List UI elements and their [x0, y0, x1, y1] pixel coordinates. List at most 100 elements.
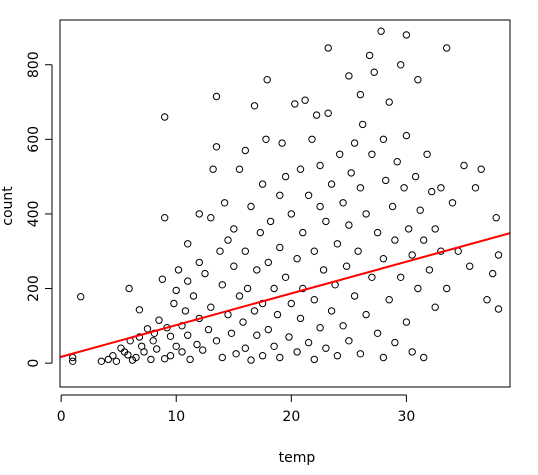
data-point: [281, 273, 290, 281]
x-axis-label: temp: [279, 450, 316, 466]
data-point: [402, 31, 411, 39]
data-point: [124, 351, 132, 359]
data-points: [69, 27, 503, 365]
data-point: [342, 262, 351, 270]
data-point: [414, 76, 422, 84]
data-point: [408, 348, 416, 356]
x-tick-label: 30: [398, 409, 416, 425]
data-point: [425, 266, 434, 274]
data-point: [212, 92, 221, 101]
data-point: [345, 337, 353, 345]
data-point: [377, 27, 385, 35]
data-point: [324, 44, 332, 52]
data-point: [443, 284, 451, 293]
x-axis: 0 10 20 30: [57, 394, 416, 425]
data-point: [350, 139, 359, 147]
data-point: [287, 210, 295, 218]
data-point: [276, 191, 284, 200]
data-point: [281, 172, 290, 181]
data-point: [291, 100, 299, 108]
data-point: [414, 284, 422, 293]
data-point: [336, 150, 344, 159]
data-point: [199, 346, 207, 354]
data-point: [232, 350, 240, 358]
data-point: [373, 329, 382, 337]
data-point: [345, 221, 353, 229]
data-point: [492, 214, 500, 222]
data-point: [400, 184, 408, 192]
data-point: [184, 277, 192, 285]
data-point: [285, 333, 293, 341]
data-point: [393, 158, 401, 166]
data-point: [250, 307, 259, 315]
data-point: [153, 345, 161, 353]
data-point: [420, 353, 428, 362]
data-point: [316, 202, 324, 211]
data-point: [172, 286, 180, 295]
x-tick-label: 20: [282, 409, 300, 425]
x-tick-label: 0: [57, 409, 66, 425]
data-point: [195, 210, 204, 218]
data-point: [362, 310, 370, 319]
data-point: [184, 240, 192, 248]
data-point: [212, 143, 221, 151]
data-point: [212, 337, 221, 345]
data-point: [161, 214, 169, 222]
data-point: [178, 348, 186, 356]
data-point: [483, 296, 491, 304]
y-tick-label: 200: [26, 275, 42, 302]
data-point: [264, 258, 272, 267]
data-point: [391, 338, 399, 347]
data-point: [158, 275, 167, 283]
data-point: [241, 247, 250, 255]
data-point: [411, 172, 420, 181]
data-point: [347, 169, 355, 177]
data-point: [278, 139, 286, 147]
data-point: [193, 340, 201, 349]
data-point: [174, 266, 183, 274]
data-point: [356, 184, 365, 192]
data-point: [365, 51, 374, 60]
data-point: [207, 214, 215, 222]
y-tick-label: 400: [26, 201, 42, 228]
data-point: [308, 135, 316, 144]
data-point: [216, 247, 224, 255]
data-point: [304, 191, 313, 200]
data-point: [155, 316, 163, 324]
data-point: [402, 318, 411, 326]
data-point: [327, 307, 336, 315]
data-point: [324, 109, 332, 117]
data-point: [109, 352, 117, 360]
y-tick-label: 600: [26, 126, 42, 153]
data-point: [405, 225, 413, 233]
trend-line-layer: [59, 232, 511, 359]
data-point: [379, 353, 388, 362]
data-point: [397, 61, 405, 69]
data-point: [397, 273, 405, 281]
data-point: [262, 135, 270, 144]
data-point: [273, 310, 282, 319]
data-point: [362, 210, 370, 218]
data-point: [117, 344, 125, 352]
data-point: [230, 262, 238, 270]
data-point: [385, 296, 393, 304]
data-point: [416, 206, 424, 214]
data-point: [443, 44, 451, 52]
data-point: [264, 325, 272, 334]
data-point: [253, 266, 261, 274]
data-point: [354, 247, 362, 255]
data-point: [327, 180, 336, 188]
data-point: [241, 344, 250, 352]
data-point: [204, 325, 213, 334]
data-point: [276, 243, 284, 252]
data-point: [235, 165, 244, 173]
data-point: [253, 331, 261, 339]
data-point: [125, 284, 133, 293]
data-point: [359, 120, 367, 129]
data-point: [140, 348, 148, 356]
data-point: [195, 258, 204, 267]
data-point: [431, 225, 439, 233]
data-point: [287, 299, 295, 308]
data-point: [437, 184, 445, 192]
